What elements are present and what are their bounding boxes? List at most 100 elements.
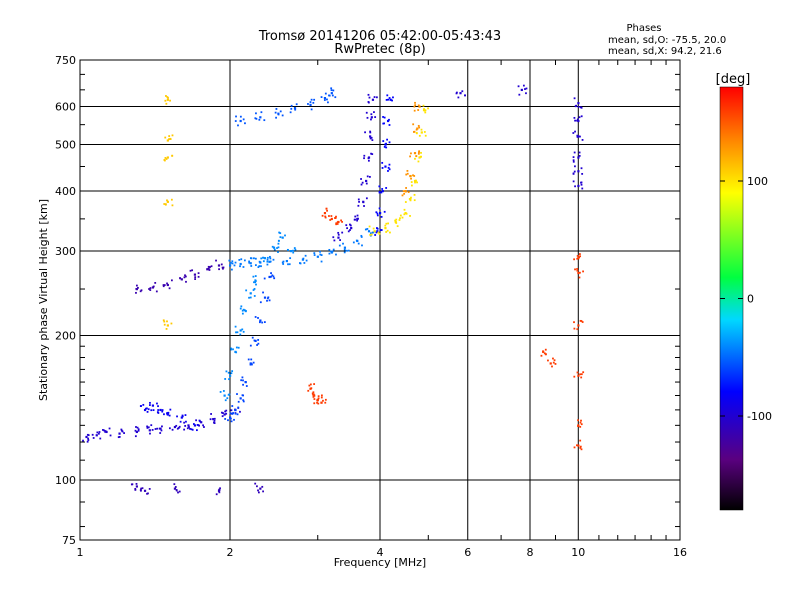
data-point: [384, 143, 387, 146]
data-point: [166, 199, 168, 202]
data-point: [381, 161, 384, 164]
data-point: [330, 250, 332, 253]
data-point: [422, 104, 425, 107]
data-point: [376, 214, 379, 217]
data-point: [574, 165, 576, 168]
data-point: [424, 111, 427, 114]
data-point: [229, 416, 232, 419]
data-point: [551, 365, 553, 368]
data-point: [378, 185, 381, 188]
data-point: [337, 236, 340, 239]
data-point: [279, 236, 282, 239]
data-point: [576, 328, 579, 331]
data-point: [254, 316, 257, 318]
data-point: [149, 432, 151, 435]
data-point: [324, 215, 327, 218]
data-point: [370, 116, 373, 119]
data-point: [350, 227, 353, 230]
y-tick-label: 750: [55, 54, 76, 67]
data-point: [263, 277, 266, 280]
data-point: [221, 415, 224, 418]
data-point: [577, 374, 580, 377]
data-point: [375, 211, 378, 214]
data-point: [326, 98, 328, 101]
data-point: [250, 362, 253, 365]
data-point: [402, 190, 405, 193]
data-point: [266, 256, 269, 259]
data-point: [165, 95, 167, 97]
data-point: [170, 198, 173, 201]
data-point: [134, 488, 137, 490]
data-point: [118, 435, 121, 438]
data-point: [579, 106, 582, 109]
data-point: [461, 90, 464, 93]
data-point: [577, 425, 579, 427]
data-point: [380, 229, 383, 231]
data-point: [383, 210, 386, 213]
data-point: [330, 215, 333, 217]
data-point: [231, 405, 234, 407]
data-point: [370, 113, 373, 116]
data-point: [387, 166, 390, 169]
data-point: [361, 181, 364, 184]
data-point: [237, 124, 239, 127]
data-point: [418, 150, 421, 153]
data-point: [343, 248, 346, 251]
data-point: [367, 230, 371, 233]
data-point: [166, 139, 169, 142]
data-point: [319, 250, 321, 253]
data-point: [146, 492, 148, 495]
data-point: [218, 268, 220, 271]
data-point: [549, 362, 552, 365]
data-point: [231, 262, 234, 265]
data-point: [202, 424, 204, 427]
data-point: [330, 251, 333, 254]
data-point: [241, 312, 244, 315]
data-point: [210, 265, 213, 268]
data-point: [232, 348, 234, 351]
data-point: [313, 398, 316, 400]
data-point: [423, 108, 425, 110]
data-point: [213, 422, 216, 425]
data-point: [552, 361, 555, 364]
data-point: [371, 153, 374, 156]
data-point: [301, 258, 305, 261]
data-point: [270, 272, 272, 275]
data-point: [357, 217, 359, 220]
data-point: [309, 383, 312, 386]
data-point: [409, 155, 411, 158]
data-point: [155, 290, 158, 293]
data-point: [457, 96, 460, 99]
data-point: [166, 412, 168, 415]
data-point: [403, 208, 406, 211]
data-point: [274, 111, 277, 114]
data-point: [299, 262, 302, 265]
data-point: [208, 269, 211, 271]
x-tick-label: 1: [77, 546, 84, 559]
data-point: [410, 152, 412, 155]
data-point: [408, 198, 411, 200]
data-point: [576, 257, 579, 260]
data-point: [381, 167, 384, 169]
data-point: [224, 410, 227, 413]
data-point: [213, 419, 216, 422]
data-point: [86, 440, 89, 443]
data-point: [331, 250, 334, 253]
data-point: [380, 191, 383, 194]
data-point: [178, 490, 181, 493]
data-point: [190, 428, 193, 431]
data-point: [395, 222, 398, 224]
data-point: [276, 247, 278, 249]
data-point: [237, 346, 240, 349]
data-point: [275, 116, 277, 119]
data-point: [340, 219, 342, 222]
data-point: [191, 269, 194, 272]
data-point: [577, 419, 579, 422]
data-point: [87, 434, 90, 437]
data-point: [149, 401, 151, 404]
data-point: [309, 103, 312, 106]
data-point: [236, 331, 239, 334]
data-point: [141, 487, 144, 490]
data-point: [249, 296, 252, 299]
data-point: [91, 433, 94, 436]
